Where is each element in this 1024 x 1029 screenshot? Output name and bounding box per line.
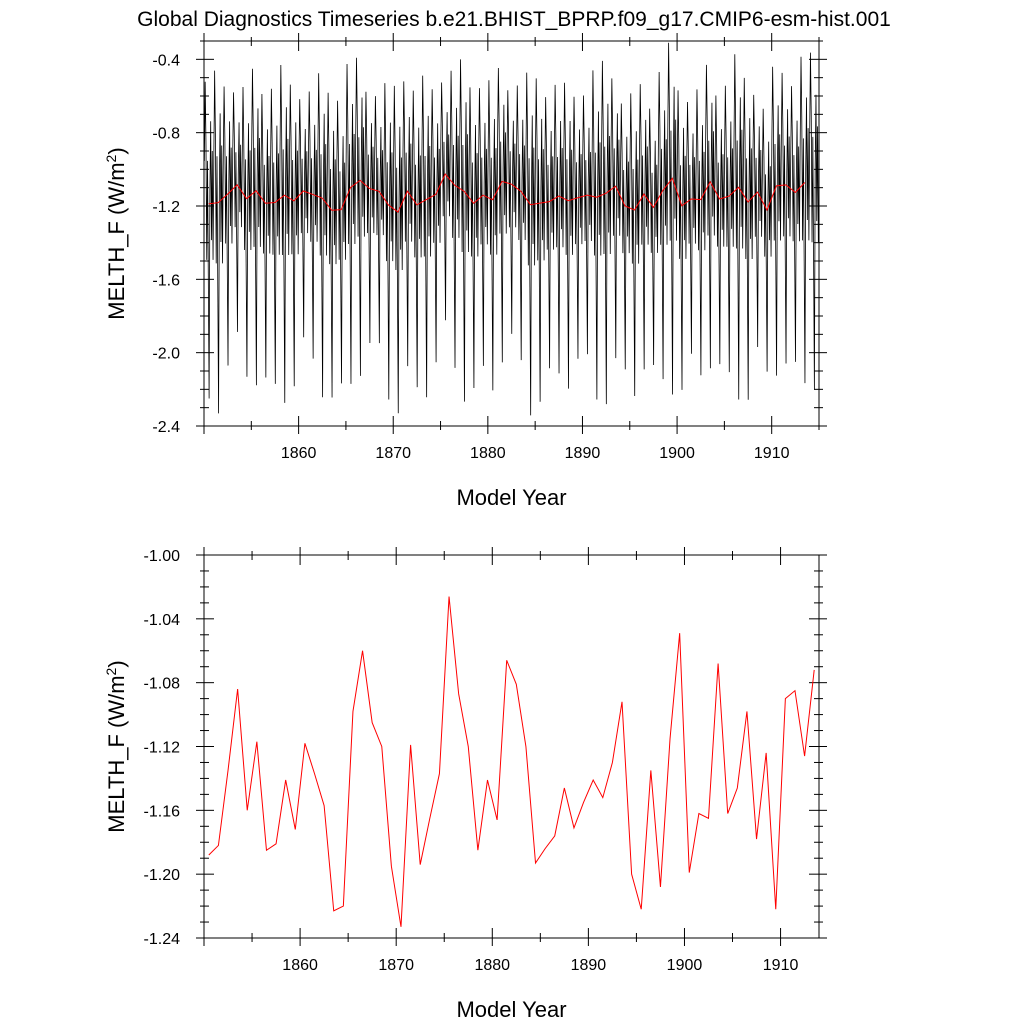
top-xtick-label: 1860: [281, 445, 317, 462]
top-panel: 1860 1870 1880 1890 1900 1910 -2.4 -2.0 -1.6 -1.2…: [103, 33, 827, 510]
bottom-series-annual-line: [208, 596, 815, 927]
bottom-ytick-label: -1.24: [144, 931, 181, 948]
bottom-xtick-label: 1870: [378, 957, 414, 974]
top-y-axis-title: MELTH_F (W/m2): [103, 147, 129, 319]
top-xtick-label: 1880: [470, 445, 506, 462]
bottom-panel: 1860 1870 1880 1890 1900 1910 -1.24 -1.20 -1.16 -…: [103, 547, 827, 1022]
top-ytick-label: -0.4: [152, 52, 180, 69]
top-x-axis-title: Model Year: [456, 485, 566, 510]
bottom-xtick-label: 1880: [474, 957, 510, 974]
bottom-ytick-label: -1.00: [144, 548, 181, 565]
top-xtick-label: 1890: [565, 445, 601, 462]
bottom-xtick-label: 1890: [571, 957, 607, 974]
top-series-annual-line: [208, 173, 806, 213]
bottom-y-axis-title: MELTH_F (W/m2): [103, 660, 129, 832]
top-xtick-label: 1900: [659, 445, 695, 462]
bottom-ytick-label: -1.08: [144, 676, 181, 693]
top-ticks: [196, 33, 827, 434]
bottom-ticks: [196, 547, 827, 946]
bottom-xtick-label: 1860: [282, 957, 318, 974]
bottom-xtick-label: 1910: [763, 957, 799, 974]
figure-title: Global Diagnostics Timeseries b.e21.BHIS…: [137, 8, 891, 31]
bottom-xtick-label: 1900: [667, 957, 703, 974]
bottom-ytick-label: -1.20: [144, 867, 181, 884]
top-ytick-label: -0.8: [152, 126, 180, 143]
bottom-plot-frame: [203, 554, 820, 939]
top-ytick-label: -2.0: [152, 346, 180, 363]
bottom-ytick-label: -1.04: [144, 612, 181, 629]
top-ytick-label: -2.4: [152, 419, 180, 436]
bottom-x-axis-title: Model Year: [456, 997, 566, 1022]
top-ytick-label: -1.6: [152, 272, 180, 289]
top-xtick-label: 1910: [754, 445, 790, 462]
bottom-ytick-label: -1.12: [144, 740, 181, 757]
top-plot-frame: [203, 40, 820, 427]
top-xtick-label: 1870: [375, 445, 411, 462]
top-ytick-label: -1.2: [152, 199, 180, 216]
bottom-ytick-label: -1.16: [144, 803, 181, 820]
top-series-monthly-line: [204, 42, 819, 416]
